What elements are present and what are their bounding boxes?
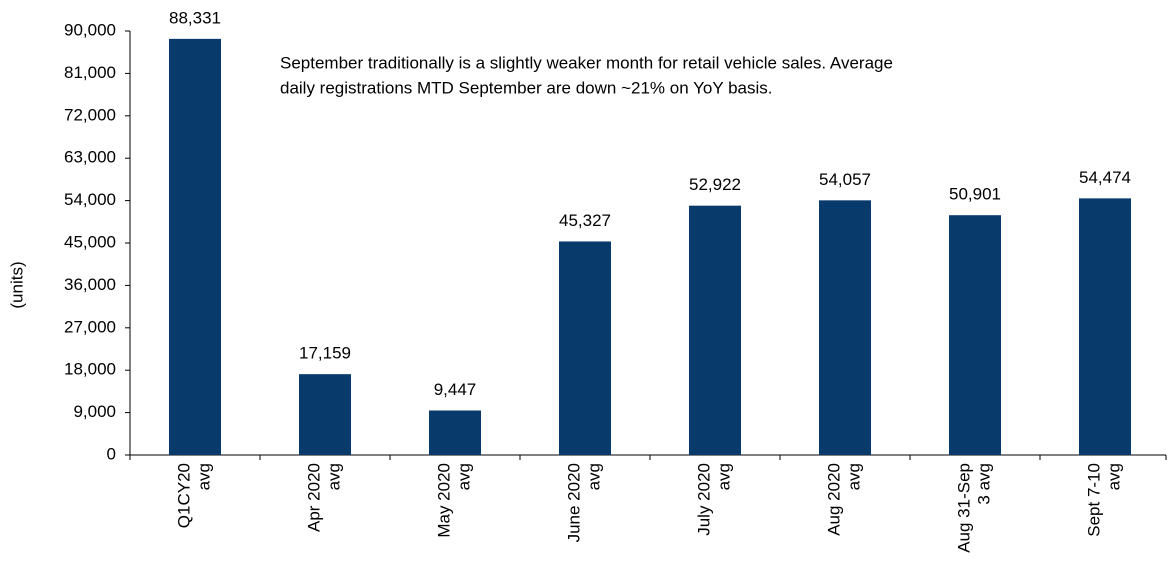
x-tick-label: avg xyxy=(454,463,473,490)
x-tick-label: Apr 2020 xyxy=(304,463,323,532)
x-tick-label: avg xyxy=(844,463,863,490)
x-tick-label: avg xyxy=(1104,463,1123,490)
x-tick-label: Sept 7-10 xyxy=(1084,463,1103,537)
value-label: 45,327 xyxy=(559,211,611,230)
y-tick-label: 0 xyxy=(107,444,116,463)
x-tick-label: avg xyxy=(194,463,213,490)
x-tick-label: June 2020 xyxy=(564,463,583,542)
bar xyxy=(169,38,221,455)
x-tick-label: Q1CY20 xyxy=(174,463,193,528)
y-tick-label: 27,000 xyxy=(64,317,116,336)
x-tick-label: Aug 31-Sep xyxy=(954,463,973,553)
x-tick-label: 3 avg xyxy=(974,463,993,505)
value-label: 50,901 xyxy=(949,185,1001,204)
bar xyxy=(949,215,1001,455)
x-tick-label: Aug 2020 xyxy=(824,463,843,536)
y-tick-label: 18,000 xyxy=(64,360,116,379)
bar xyxy=(1079,198,1131,455)
x-tick-label: July 2020 xyxy=(694,463,713,536)
y-axis-label: (units) xyxy=(7,261,26,308)
bar xyxy=(689,205,741,455)
value-label: 54,474 xyxy=(1079,168,1131,187)
bar xyxy=(299,374,351,455)
value-label: 17,159 xyxy=(299,344,351,363)
y-tick-label: 45,000 xyxy=(64,232,116,251)
bar xyxy=(559,241,611,455)
value-label: 54,057 xyxy=(819,170,871,189)
y-tick-label: 90,000 xyxy=(64,20,116,39)
y-tick-label: 9,000 xyxy=(73,402,116,421)
bar xyxy=(429,410,481,455)
value-label: 9,447 xyxy=(434,380,477,399)
y-tick-label: 81,000 xyxy=(64,63,116,82)
x-tick-label: avg xyxy=(714,463,733,490)
x-tick-label: avg xyxy=(584,463,603,490)
y-tick-label: 72,000 xyxy=(64,105,116,124)
bar xyxy=(819,200,871,455)
y-tick-label: 54,000 xyxy=(64,190,116,209)
y-tick-label: 63,000 xyxy=(64,148,116,167)
y-tick-label: 36,000 xyxy=(64,275,116,294)
x-tick-label: May 2020 xyxy=(434,463,453,538)
annotation: September traditionally is a slightly we… xyxy=(280,53,893,72)
x-tick-label: avg xyxy=(324,463,343,490)
annotation: daily registrations MTD September are do… xyxy=(280,78,773,97)
value-label: 88,331 xyxy=(169,8,221,27)
value-label: 52,922 xyxy=(689,175,741,194)
